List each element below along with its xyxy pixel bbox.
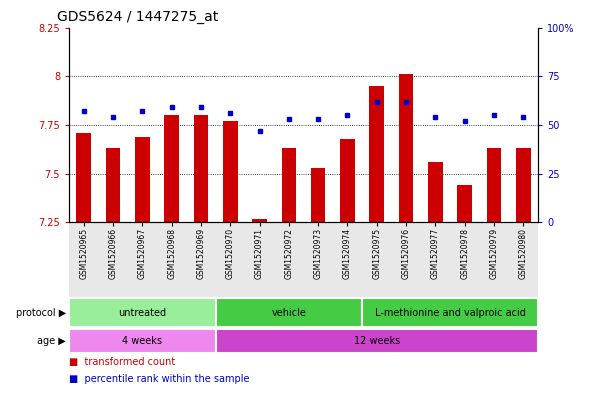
Bar (398, 74, 413, 222)
Bar (69, 329, 216, 353)
Text: ■  percentile rank within the sample: ■ percentile rank within the sample (69, 374, 249, 384)
Bar (370, 86, 384, 222)
Bar (216, 329, 538, 353)
Bar (487, 149, 501, 222)
Bar (252, 219, 267, 222)
Text: L-methionine and valproic acid: L-methionine and valproic acid (374, 308, 525, 318)
Bar (223, 121, 237, 222)
Bar (69, 299, 216, 327)
Bar (281, 149, 296, 222)
Bar (457, 185, 472, 222)
Text: vehicle: vehicle (272, 308, 307, 318)
Bar (340, 139, 355, 222)
Bar (106, 149, 120, 222)
Bar (428, 162, 443, 222)
Bar (135, 137, 150, 222)
Bar (216, 299, 362, 327)
Text: 4 weeks: 4 weeks (123, 336, 162, 346)
Text: ■  transformed count: ■ transformed count (69, 356, 175, 367)
Text: 12 weeks: 12 weeks (353, 336, 400, 346)
Bar (311, 168, 326, 222)
Bar (194, 115, 209, 222)
Text: age ▶: age ▶ (37, 336, 66, 346)
Bar (362, 299, 538, 327)
Bar (516, 149, 531, 222)
Text: untreated: untreated (118, 308, 166, 318)
Bar (164, 115, 179, 222)
Text: protocol ▶: protocol ▶ (16, 308, 66, 318)
Text: GDS5624 / 1447275_at: GDS5624 / 1447275_at (57, 9, 218, 24)
Bar (76, 133, 91, 222)
